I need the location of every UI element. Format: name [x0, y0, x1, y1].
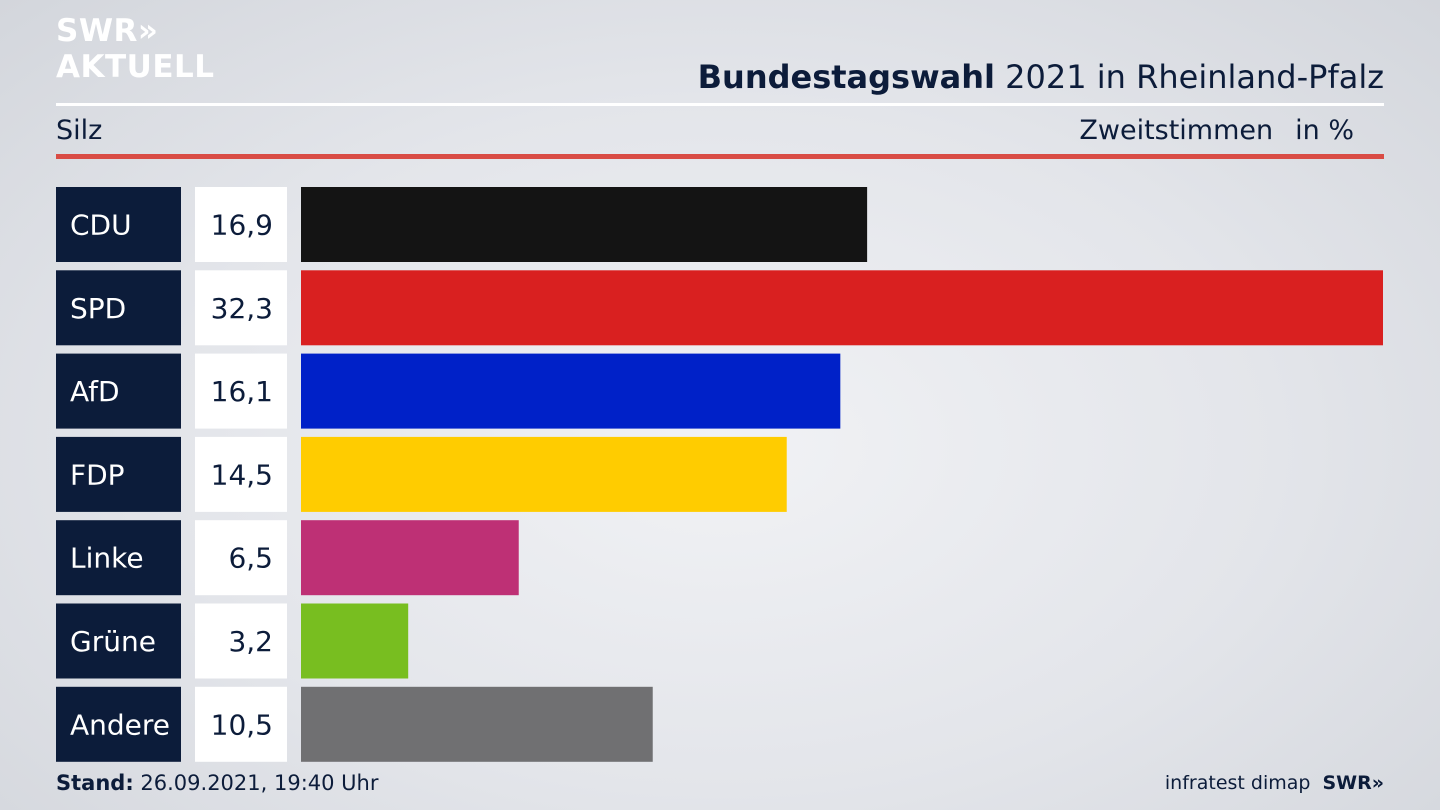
- measure-name: Zweitstimmen: [1079, 115, 1274, 146]
- title-bold: Bundestagswahl: [697, 58, 995, 96]
- value-box-linke: [195, 520, 287, 596]
- swr-aktuell-logo: SWR» AKTUELL: [56, 16, 215, 83]
- bar-andere: [301, 686, 653, 762]
- value-box-afd: [195, 353, 287, 429]
- value-box-spd: [195, 270, 287, 346]
- value-box-gr-ne: [195, 603, 287, 679]
- timestamp-value: 26.09.2021, 19:40 Uhr: [133, 771, 379, 795]
- source-name: infratest dimap: [1164, 772, 1311, 794]
- bar-linke: [301, 520, 519, 596]
- value-label-afd: 16,1: [211, 375, 273, 408]
- location-label: Silz: [56, 115, 103, 146]
- page-title: Bundestagswahl 2021 in Rheinland-Pfalz: [698, 58, 1384, 96]
- party-label-box-spd: [56, 270, 181, 346]
- bar-spd: [301, 270, 1383, 346]
- party-label-box-cdu: [56, 187, 181, 262]
- bar-gr-ne: [301, 603, 409, 679]
- party-label-gr-ne: Grüne: [70, 625, 156, 658]
- value-label-gr-ne: 3,2: [228, 625, 273, 658]
- party-label-andere: Andere: [70, 708, 170, 741]
- value-box-andere: [195, 686, 287, 762]
- bar-afd: [301, 353, 841, 429]
- party-label-cdu: CDU: [70, 209, 132, 242]
- header-divider: [56, 103, 1384, 106]
- party-label-box-andere: [56, 686, 181, 762]
- value-label-andere: 10,5: [211, 708, 273, 741]
- value-label-spd: 32,3: [211, 292, 273, 325]
- swr-brand-logo: SWR»: [1322, 772, 1384, 794]
- timestamp: Stand: 26.09.2021, 19:40 Uhr: [56, 771, 379, 795]
- accent-divider: [56, 154, 1384, 159]
- timestamp-label: Stand:: [56, 771, 134, 795]
- party-label-linke: Linke: [70, 542, 144, 575]
- title-rest: 2021 in Rheinland-Pfalz: [995, 58, 1384, 96]
- measure-unit: in %: [1295, 115, 1354, 146]
- party-label-box-gr-ne: [56, 603, 181, 679]
- value-label-fdp: 14,5: [211, 458, 273, 491]
- party-label-box-fdp: [56, 436, 181, 512]
- party-label-fdp: FDP: [70, 458, 125, 491]
- source-credit: infratest dimap SWR»: [1165, 772, 1384, 794]
- party-label-afd: AfD: [70, 375, 120, 408]
- logo-line-1: SWR»: [56, 13, 159, 49]
- bar-fdp: [301, 436, 787, 512]
- logo-line-2: AKTUELL: [56, 49, 215, 85]
- measure-label: Zweitstimmen in %: [1079, 115, 1354, 146]
- bar-cdu: [301, 187, 868, 262]
- value-box-fdp: [195, 436, 287, 512]
- party-label-box-linke: [56, 520, 181, 596]
- party-label-box-afd: [56, 353, 181, 429]
- party-label-spd: SPD: [70, 292, 126, 325]
- value-label-cdu: 16,9: [211, 209, 273, 242]
- value-box-cdu: [195, 187, 287, 262]
- value-label-linke: 6,5: [228, 542, 273, 575]
